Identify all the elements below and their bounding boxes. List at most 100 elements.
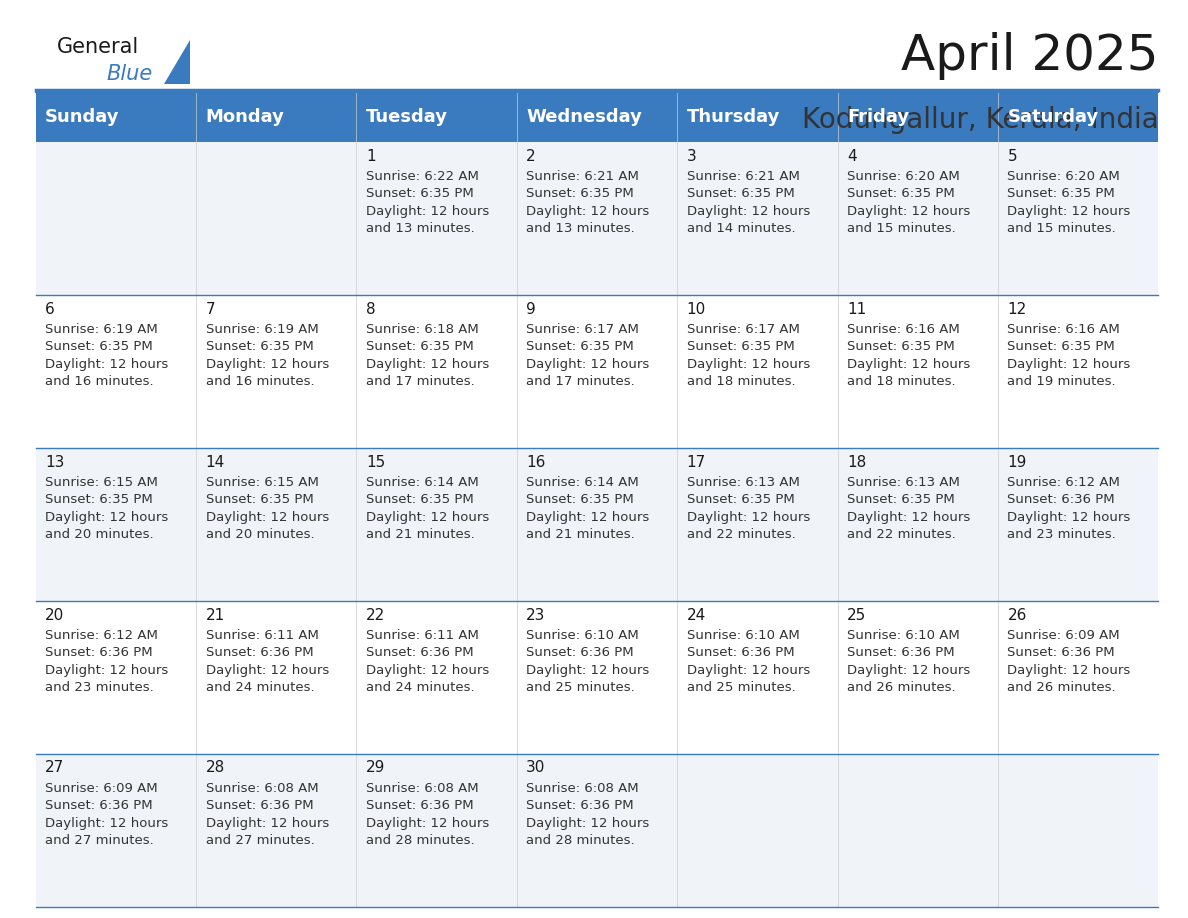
Text: Sunrise: 6:13 AM
Sunset: 6:35 PM
Daylight: 12 hours
and 22 minutes.: Sunrise: 6:13 AM Sunset: 6:35 PM Dayligh… [687, 476, 810, 542]
Bar [838, 601, 998, 754]
Bar [998, 296, 1158, 448]
Bar [356, 142, 517, 296]
Bar [517, 448, 677, 601]
Text: Sunrise: 6:17 AM
Sunset: 6:35 PM
Daylight: 12 hours
and 18 minutes.: Sunrise: 6:17 AM Sunset: 6:35 PM Dayligh… [687, 323, 810, 388]
Text: 18: 18 [847, 454, 866, 470]
Text: Sunrise: 6:09 AM
Sunset: 6:36 PM
Daylight: 12 hours
and 27 minutes.: Sunrise: 6:09 AM Sunset: 6:36 PM Dayligh… [45, 781, 169, 847]
Text: Sunrise: 6:16 AM
Sunset: 6:35 PM
Daylight: 12 hours
and 19 minutes.: Sunrise: 6:16 AM Sunset: 6:35 PM Dayligh… [1007, 323, 1131, 388]
Bar [677, 92, 838, 142]
Text: Blue: Blue [107, 64, 153, 84]
Text: Sunrise: 6:20 AM
Sunset: 6:35 PM
Daylight: 12 hours
and 15 minutes.: Sunrise: 6:20 AM Sunset: 6:35 PM Dayligh… [1007, 170, 1131, 235]
Bar [998, 92, 1158, 142]
Text: Friday: Friday [847, 108, 909, 126]
Text: 13: 13 [45, 454, 64, 470]
Bar [356, 92, 517, 142]
Text: 20: 20 [45, 608, 64, 622]
Text: 2: 2 [526, 149, 536, 163]
Text: Sunrise: 6:08 AM
Sunset: 6:36 PM
Daylight: 12 hours
and 27 minutes.: Sunrise: 6:08 AM Sunset: 6:36 PM Dayligh… [206, 781, 329, 847]
Text: 16: 16 [526, 454, 545, 470]
Text: Tuesday: Tuesday [366, 108, 448, 126]
Bar [196, 601, 356, 754]
Bar [998, 142, 1158, 296]
Text: 15: 15 [366, 454, 385, 470]
Text: 11: 11 [847, 302, 866, 317]
Text: 8: 8 [366, 302, 375, 317]
Text: Sunrise: 6:18 AM
Sunset: 6:35 PM
Daylight: 12 hours
and 17 minutes.: Sunrise: 6:18 AM Sunset: 6:35 PM Dayligh… [366, 323, 489, 388]
Text: General: General [57, 37, 139, 57]
Bar [196, 92, 356, 142]
Text: Sunrise: 6:08 AM
Sunset: 6:36 PM
Daylight: 12 hours
and 28 minutes.: Sunrise: 6:08 AM Sunset: 6:36 PM Dayligh… [366, 781, 489, 847]
Text: Sunrise: 6:21 AM
Sunset: 6:35 PM
Daylight: 12 hours
and 13 minutes.: Sunrise: 6:21 AM Sunset: 6:35 PM Dayligh… [526, 170, 650, 235]
Text: Sunrise: 6:17 AM
Sunset: 6:35 PM
Daylight: 12 hours
and 17 minutes.: Sunrise: 6:17 AM Sunset: 6:35 PM Dayligh… [526, 323, 650, 388]
Text: 28: 28 [206, 760, 225, 776]
Bar [998, 448, 1158, 601]
Bar [36, 754, 196, 907]
Text: Sunrise: 6:19 AM
Sunset: 6:35 PM
Daylight: 12 hours
and 16 minutes.: Sunrise: 6:19 AM Sunset: 6:35 PM Dayligh… [206, 323, 329, 388]
Text: Sunrise: 6:14 AM
Sunset: 6:35 PM
Daylight: 12 hours
and 21 minutes.: Sunrise: 6:14 AM Sunset: 6:35 PM Dayligh… [526, 476, 650, 542]
Bar [36, 601, 196, 754]
Text: 21: 21 [206, 608, 225, 622]
Bar [838, 92, 998, 142]
Bar [517, 601, 677, 754]
Text: Sunrise: 6:09 AM
Sunset: 6:36 PM
Daylight: 12 hours
and 26 minutes.: Sunrise: 6:09 AM Sunset: 6:36 PM Dayligh… [1007, 629, 1131, 694]
Text: 7: 7 [206, 302, 215, 317]
Text: Sunrise: 6:22 AM
Sunset: 6:35 PM
Daylight: 12 hours
and 13 minutes.: Sunrise: 6:22 AM Sunset: 6:35 PM Dayligh… [366, 170, 489, 235]
Bar [838, 296, 998, 448]
Bar [998, 754, 1158, 907]
Text: Sunrise: 6:14 AM
Sunset: 6:35 PM
Daylight: 12 hours
and 21 minutes.: Sunrise: 6:14 AM Sunset: 6:35 PM Dayligh… [366, 476, 489, 542]
Bar [36, 448, 196, 601]
Text: Sunday: Sunday [45, 108, 120, 126]
Text: 29: 29 [366, 760, 385, 776]
Bar [36, 142, 196, 296]
Text: Sunrise: 6:21 AM
Sunset: 6:35 PM
Daylight: 12 hours
and 14 minutes.: Sunrise: 6:21 AM Sunset: 6:35 PM Dayligh… [687, 170, 810, 235]
Text: Sunrise: 6:11 AM
Sunset: 6:36 PM
Daylight: 12 hours
and 24 minutes.: Sunrise: 6:11 AM Sunset: 6:36 PM Dayligh… [366, 629, 489, 694]
Text: 6: 6 [45, 302, 55, 317]
Text: 5: 5 [1007, 149, 1017, 163]
Bar [196, 754, 356, 907]
Text: 19: 19 [1007, 454, 1026, 470]
Text: Sunrise: 6:12 AM
Sunset: 6:36 PM
Daylight: 12 hours
and 23 minutes.: Sunrise: 6:12 AM Sunset: 6:36 PM Dayligh… [1007, 476, 1131, 542]
Bar [517, 754, 677, 907]
Bar [36, 296, 196, 448]
Bar [196, 296, 356, 448]
Text: Kodungallur, Kerala, India: Kodungallur, Kerala, India [802, 106, 1158, 134]
Text: 24: 24 [687, 608, 706, 622]
Text: 10: 10 [687, 302, 706, 317]
Text: Sunrise: 6:11 AM
Sunset: 6:36 PM
Daylight: 12 hours
and 24 minutes.: Sunrise: 6:11 AM Sunset: 6:36 PM Dayligh… [206, 629, 329, 694]
Text: Sunrise: 6:12 AM
Sunset: 6:36 PM
Daylight: 12 hours
and 23 minutes.: Sunrise: 6:12 AM Sunset: 6:36 PM Dayligh… [45, 629, 169, 694]
Text: Saturday: Saturday [1007, 108, 1099, 126]
Bar [677, 142, 838, 296]
Polygon shape [164, 40, 190, 84]
Text: 4: 4 [847, 149, 857, 163]
Bar [677, 601, 838, 754]
Text: 17: 17 [687, 454, 706, 470]
Bar [838, 754, 998, 907]
Text: Sunrise: 6:15 AM
Sunset: 6:35 PM
Daylight: 12 hours
and 20 minutes.: Sunrise: 6:15 AM Sunset: 6:35 PM Dayligh… [206, 476, 329, 542]
Text: Thursday: Thursday [687, 108, 781, 126]
Bar [517, 296, 677, 448]
Text: Sunrise: 6:10 AM
Sunset: 6:36 PM
Daylight: 12 hours
and 26 minutes.: Sunrise: 6:10 AM Sunset: 6:36 PM Dayligh… [847, 629, 971, 694]
Bar [677, 448, 838, 601]
Bar [838, 448, 998, 601]
Bar [517, 92, 677, 142]
Text: 26: 26 [1007, 608, 1026, 622]
Text: Sunrise: 6:13 AM
Sunset: 6:35 PM
Daylight: 12 hours
and 22 minutes.: Sunrise: 6:13 AM Sunset: 6:35 PM Dayligh… [847, 476, 971, 542]
Bar [196, 448, 356, 601]
Text: April 2025: April 2025 [901, 32, 1158, 80]
Text: 3: 3 [687, 149, 696, 163]
Text: Wednesday: Wednesday [526, 108, 643, 126]
Text: 12: 12 [1007, 302, 1026, 317]
Text: 27: 27 [45, 760, 64, 776]
Bar [356, 601, 517, 754]
Text: Sunrise: 6:20 AM
Sunset: 6:35 PM
Daylight: 12 hours
and 15 minutes.: Sunrise: 6:20 AM Sunset: 6:35 PM Dayligh… [847, 170, 971, 235]
Bar [356, 448, 517, 601]
Text: Sunrise: 6:10 AM
Sunset: 6:36 PM
Daylight: 12 hours
and 25 minutes.: Sunrise: 6:10 AM Sunset: 6:36 PM Dayligh… [687, 629, 810, 694]
Text: Sunrise: 6:10 AM
Sunset: 6:36 PM
Daylight: 12 hours
and 25 minutes.: Sunrise: 6:10 AM Sunset: 6:36 PM Dayligh… [526, 629, 650, 694]
Text: 30: 30 [526, 760, 545, 776]
Bar [36, 92, 196, 142]
Text: 22: 22 [366, 608, 385, 622]
Text: Sunrise: 6:19 AM
Sunset: 6:35 PM
Daylight: 12 hours
and 16 minutes.: Sunrise: 6:19 AM Sunset: 6:35 PM Dayligh… [45, 323, 169, 388]
Text: 25: 25 [847, 608, 866, 622]
Bar [677, 754, 838, 907]
Text: Monday: Monday [206, 108, 284, 126]
